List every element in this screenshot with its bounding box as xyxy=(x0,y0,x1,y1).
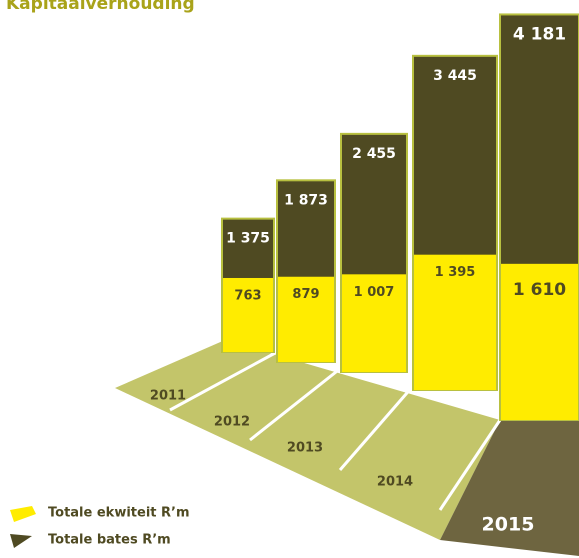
bar xyxy=(223,277,273,352)
x-tick-label: 2015 xyxy=(482,514,535,536)
value-label: 4 181 xyxy=(513,24,566,44)
bar xyxy=(501,263,578,420)
bar xyxy=(414,254,496,390)
bar xyxy=(342,274,406,372)
value-label: 763 xyxy=(234,288,261,303)
value-label: 1 873 xyxy=(284,192,328,208)
bar xyxy=(278,276,334,362)
value-label: 1 610 xyxy=(513,280,566,300)
x-tick-label: 2014 xyxy=(377,475,413,490)
x-tick-label: 2012 xyxy=(214,415,250,430)
value-label: 2 455 xyxy=(352,146,396,162)
value-label: 3 445 xyxy=(433,68,477,84)
chart-title: Kapitaalverhouding xyxy=(6,0,195,14)
legend-swatch xyxy=(10,506,36,522)
x-tick-label: 2011 xyxy=(150,389,186,404)
x-tick-label: 2013 xyxy=(287,441,323,456)
value-label: 879 xyxy=(292,287,319,302)
floor xyxy=(115,340,500,540)
floor-dividers xyxy=(169,350,502,511)
legend-label: Totale ekwiteit R’m xyxy=(48,506,190,521)
floor-highlight xyxy=(440,420,579,556)
value-label: 1 007 xyxy=(354,285,395,300)
legend-swatch xyxy=(10,534,32,548)
legend-label: Totale bates R’m xyxy=(48,533,171,548)
value-label: 1 395 xyxy=(435,265,476,280)
value-label: 1 375 xyxy=(226,231,270,247)
